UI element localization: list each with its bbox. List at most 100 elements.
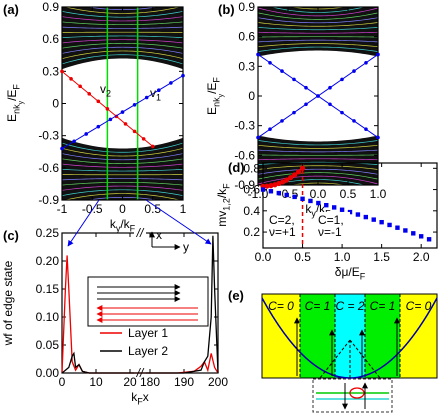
label-part: nk: [212, 97, 222, 107]
x-tick-label: 1.5: [373, 250, 390, 264]
y-tick-label: 0.4: [243, 204, 260, 218]
bulk-band: [62, 50, 183, 60]
annotation: v2: [100, 82, 111, 99]
label-part: F: [130, 224, 136, 234]
bulk-band: [258, 168, 378, 175]
data-point: [280, 69, 284, 73]
data-point: [288, 174, 294, 181]
data-point: [308, 198, 313, 204]
data-point: [379, 219, 384, 225]
data-point: [355, 212, 361, 217]
data-point: [364, 60, 368, 65]
data-point: [284, 177, 290, 183]
x-tick-label: 10: [89, 375, 103, 389]
x-axis-label: ky/kF: [110, 217, 136, 234]
label-part: y: [311, 209, 316, 219]
legend-label: Layer 2: [128, 344, 168, 358]
data-point: [280, 179, 286, 185]
bulk-band: [62, 43, 183, 49]
label-part: k: [305, 202, 312, 216]
data-point: [316, 94, 320, 98]
bulk-band: [64, 193, 181, 200]
bulk-band: [62, 39, 183, 44]
data-point: [157, 88, 161, 93]
legend-label: Layer 1: [128, 326, 168, 340]
label-part: 2: [106, 89, 111, 99]
data-point: [340, 77, 344, 82]
label-part: F: [137, 397, 143, 407]
data-point: [299, 165, 306, 171]
region-label: C= 0: [406, 299, 432, 313]
x-axis-label: δμ/EF: [335, 265, 366, 282]
label-part: E: [205, 107, 219, 115]
bulk-band: [62, 168, 183, 172]
bulk-band: [258, 0, 378, 2]
data-point: [418, 234, 424, 239]
region-label: C= 0: [268, 299, 294, 313]
data-point: [150, 144, 155, 149]
label-part: /k: [316, 202, 326, 216]
data-point: [105, 107, 110, 111]
x-tick-label: 0.5: [340, 187, 357, 201]
data-point: [376, 135, 380, 140]
data-point: [331, 205, 337, 210]
data-point: [280, 119, 284, 123]
x-tick-label: 200: [208, 375, 228, 389]
data-point: [276, 180, 282, 187]
panel-label: (c): [3, 228, 19, 243]
connector-arrow: [145, 199, 212, 245]
bulk-band: [258, 46, 378, 52]
annotation: ν=+1: [269, 225, 296, 239]
data-point: [120, 110, 125, 114]
y-tick-label: -0.3: [38, 129, 59, 143]
data-point: [87, 92, 92, 96]
data-point: [304, 102, 308, 107]
axis-break-gap: [134, 231, 146, 235]
data-point: [376, 52, 380, 57]
label-part: v: [100, 82, 106, 96]
y-tick-label: 0.05: [36, 338, 60, 352]
label-part: nk: [12, 104, 22, 114]
bulk-band: [62, 181, 183, 186]
region-label: C = 2: [335, 299, 364, 313]
data-point: [292, 172, 298, 178]
data-point: [284, 192, 289, 198]
x-tick-label: 0.5: [144, 202, 161, 216]
y-tick-label: 0.9: [42, 0, 59, 14]
x-tick-label: 2.0: [413, 250, 430, 264]
data-point: [108, 117, 113, 122]
data-point: [60, 69, 64, 74]
data-point: [123, 122, 128, 126]
y-tick-label: 0.15: [36, 282, 60, 296]
label-part: 1,2: [222, 198, 232, 211]
bulk-band: [258, 0, 378, 6]
panel-label: (a): [3, 2, 19, 17]
y-tick-label: 0: [52, 97, 59, 111]
bulk-band: [62, 153, 183, 161]
x-tick-label: 0: [119, 202, 126, 216]
data-point: [387, 222, 392, 228]
bulk-band: [62, 158, 183, 164]
y-tick-label: 0.25: [36, 226, 60, 240]
bulk-band: [258, 27, 378, 31]
y-tick-label: 0.9: [238, 0, 255, 14]
data-point: [328, 85, 332, 90]
label-part: mv: [215, 211, 229, 227]
phase-region: [300, 294, 335, 378]
x-tick-label: 1.0: [370, 187, 387, 201]
bulk-band: [258, 12, 378, 20]
data-point: [295, 169, 302, 175]
data-point: [84, 132, 88, 136]
data-point: [292, 77, 296, 82]
bulk-region: [62, 137, 183, 200]
annotation: ν=-1: [318, 225, 342, 239]
construction-lines: [319, 339, 381, 379]
inset-box: [87, 276, 209, 327]
bulk-bands: [62, 7, 183, 200]
y-axis-label: wf of edge state: [1, 260, 15, 346]
y-axis-label: mv1,2/kF: [215, 183, 232, 227]
label-part: /k: [120, 217, 130, 231]
label-part: v: [150, 86, 156, 100]
x-tick-label: 0.0: [310, 187, 327, 201]
